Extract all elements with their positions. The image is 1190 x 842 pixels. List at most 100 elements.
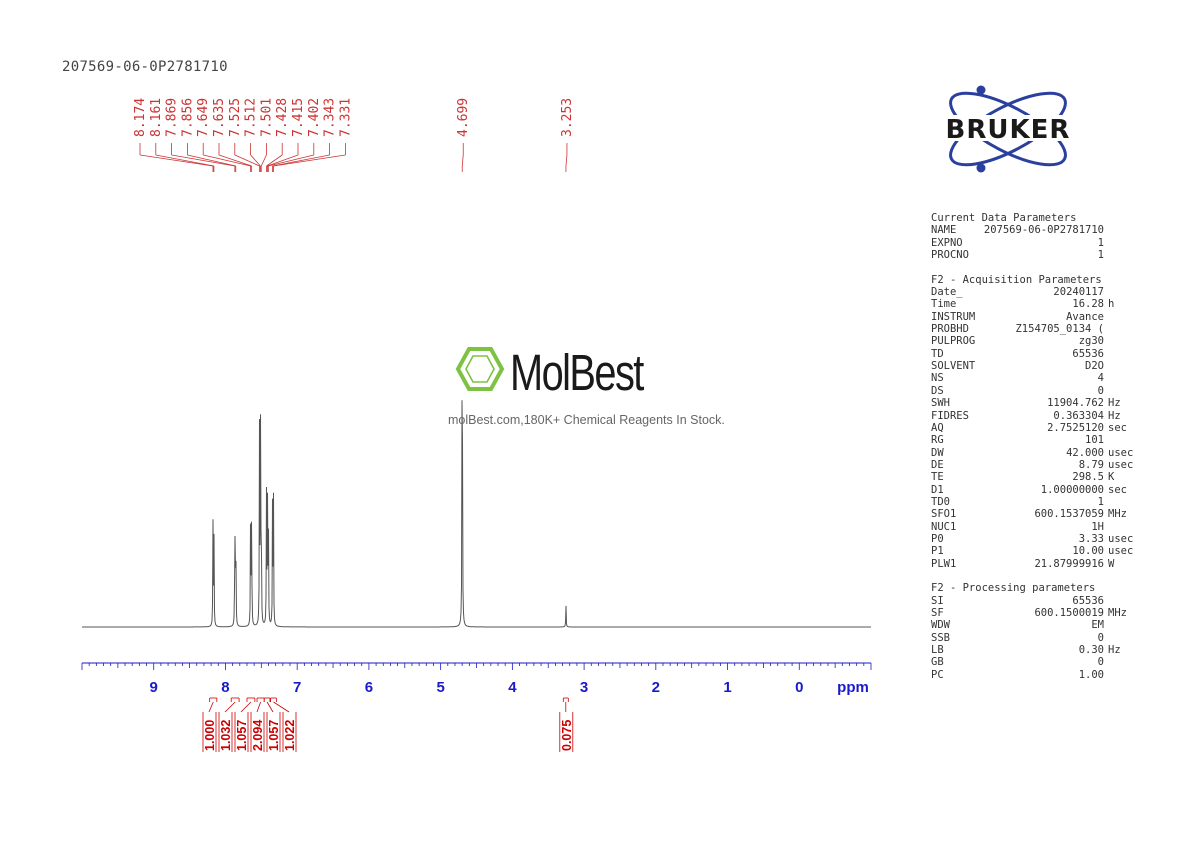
- integral-value: 2.094: [251, 720, 265, 751]
- peak-label-connector: [139, 154, 214, 167]
- param-row-rg: RG 101: [931, 434, 1141, 446]
- peak-label: 3.253: [560, 98, 575, 137]
- param-key: P0: [931, 532, 944, 545]
- peak-label: 7.428: [275, 98, 290, 137]
- param-value: 2.7525120: [1047, 421, 1104, 434]
- axis-tick-label: 3: [580, 679, 588, 696]
- param-key: INSTRUM: [931, 310, 976, 323]
- param-key: PC: [931, 668, 944, 681]
- param-value: 8.79: [1078, 458, 1104, 471]
- param-unit: MHz: [1108, 607, 1127, 619]
- param-value: Z154705_0134 (: [1015, 323, 1104, 336]
- peak-label-connector: [266, 154, 283, 167]
- param-value: 65536: [1072, 347, 1104, 360]
- peak-label: 7.649: [196, 98, 211, 137]
- param-value: Avance: [1066, 310, 1104, 323]
- peak-label: 7.402: [307, 98, 322, 137]
- peak-label-connector: [187, 154, 236, 167]
- peak-label: 7.512: [244, 98, 259, 137]
- integral-value: 0.075: [560, 720, 574, 751]
- peak-label: 7.331: [338, 98, 353, 137]
- param-key: SI: [931, 594, 944, 607]
- param-key: GB: [931, 656, 944, 669]
- spectrum-trace: [82, 400, 871, 628]
- param-key: SF: [931, 607, 944, 619]
- bruker-logo: BRUKER: [928, 85, 1090, 173]
- param-row-ns: NS 4: [931, 372, 1141, 384]
- param-row-nuc1: NUC1 1H: [931, 521, 1141, 533]
- param-unit: Hz: [1108, 644, 1121, 657]
- param-value: 3.33: [1078, 532, 1104, 545]
- param-unit: usec: [1108, 545, 1134, 558]
- integral-value: 1.057: [235, 720, 249, 751]
- param-row-gb: GB 0: [931, 656, 1141, 668]
- param-row-probhd: PROBHD Z154705_0134 (: [931, 323, 1141, 335]
- processing-params-title: F2 - Processing parameters: [931, 582, 1096, 595]
- param-key: DS: [931, 384, 944, 397]
- axis-tick-label: 4: [508, 679, 517, 696]
- param-unit: Hz: [1108, 409, 1121, 422]
- peak-label: 8.174: [133, 98, 148, 137]
- peak-label: 7.856: [180, 98, 195, 137]
- param-row-sf: SF 600.1500019 MHz: [931, 607, 1141, 619]
- param-row-swh: SWH 11904.762 Hz: [931, 397, 1141, 409]
- param-key: SOLVENT: [931, 360, 976, 373]
- peak-label: 7.415: [291, 98, 306, 137]
- param-key: PULPROG: [931, 335, 976, 348]
- param-unit: sec: [1108, 483, 1127, 496]
- peak-label-connector: [171, 154, 235, 167]
- param-row-ssb: SSB 0: [931, 632, 1141, 644]
- integral-connector: [240, 701, 252, 713]
- param-unit: usec: [1108, 532, 1134, 545]
- current-params-list: NAME 207569-06-0P2781710 EXPNO 1 PROCNO 1: [931, 224, 1141, 261]
- param-key: SSB: [931, 631, 950, 644]
- acquisition-params-list: Date_ 20240117 Time 16.28 h INSTRUM Avance PROB…: [931, 286, 1141, 570]
- param-value: 20240117: [1053, 286, 1104, 299]
- param-row-time: Time 16.28 h: [931, 298, 1141, 310]
- param-row-pc: PC 1.00: [931, 669, 1141, 681]
- param-key: SWH: [931, 397, 950, 410]
- axis-tick-label: 2: [652, 679, 660, 696]
- peak-label-connector: [234, 154, 260, 167]
- peak-label-connector: [272, 154, 330, 167]
- param-key: PLW1: [931, 557, 957, 570]
- param-row-d1: D1 1.00000000 sec: [931, 484, 1141, 496]
- param-row-plw1: PLW1 21.87999916 W: [931, 558, 1141, 570]
- param-key: AQ: [931, 421, 944, 434]
- param-unit: usec: [1108, 458, 1134, 471]
- param-row-p1: P1 10.00 usec: [931, 545, 1141, 557]
- param-key: WDW: [931, 619, 950, 632]
- param-key: DW: [931, 446, 944, 459]
- integral-group: 1.000 1.032 1.057 2.094 1.057 1.022 0.075: [202, 697, 574, 752]
- peak-label-connector: [267, 154, 299, 167]
- param-value: 1: [1097, 249, 1104, 262]
- peak-label-connector: [155, 154, 214, 167]
- param-value: 16.28: [1072, 298, 1104, 311]
- param-unit: Hz: [1108, 397, 1121, 410]
- integral-value: 1.022: [283, 720, 297, 751]
- acquisition-params-title: F2 - Acquisition Parameters: [931, 273, 1102, 286]
- ppm-axis: 9 8 7 6 5 4 3 2 1 0 ppm: [81, 662, 872, 696]
- peak-label: 7.635: [212, 98, 227, 137]
- axis-tick-label: 1: [723, 679, 731, 696]
- param-key: NS: [931, 372, 944, 385]
- integral-value: 1.057: [267, 720, 281, 751]
- axis-tick-label: 6: [365, 679, 373, 696]
- param-value: zg30: [1078, 335, 1104, 348]
- peak-label: 4.699: [456, 98, 471, 137]
- axis-tick-label: 7: [293, 679, 301, 696]
- param-key: Time: [931, 298, 957, 311]
- param-row-solvent: SOLVENT D2O: [931, 360, 1141, 372]
- param-value: 1: [1097, 495, 1104, 508]
- bruker-logo-text: BRUKER: [946, 115, 1071, 145]
- param-key: RG: [931, 434, 944, 447]
- param-value: 65536: [1072, 594, 1104, 607]
- peak-label-connector: [250, 154, 261, 167]
- param-key: TD: [931, 347, 944, 360]
- param-row-sfo1: SFO1 600.1537059 MHz: [931, 508, 1141, 520]
- param-row-td0: TD0 1: [931, 496, 1141, 508]
- peak-label-connector: [203, 154, 251, 167]
- param-row-pulprog: PULPROG zg30: [931, 335, 1141, 347]
- peak-label-group: 8.174 8.161 7.869 7.856 7.649 7.635 7.525 7.512…: [133, 98, 575, 172]
- processing-params-list: SI 65536 SF 600.1500019 MHz WDW EM SSB 0 LB 0.30 Hz…: [931, 595, 1141, 681]
